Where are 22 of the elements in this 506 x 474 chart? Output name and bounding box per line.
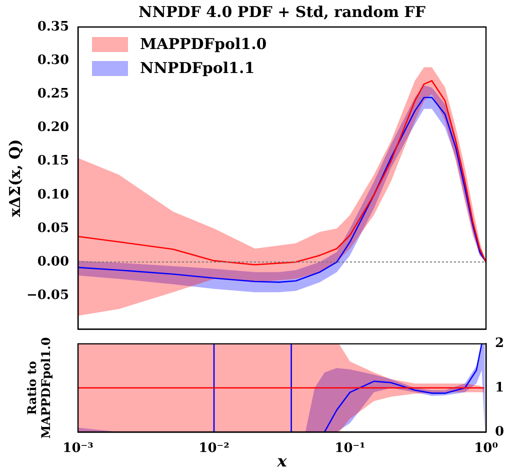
y2-tick-label: 2 [495,336,504,352]
y-axis-title: Ratio to MAPPDFpol1.0 [25,337,54,439]
y-tick-label: 0.00 [37,254,69,270]
y-axis-title: xΔΣ(x, Q) [6,139,24,218]
y-tick-label: −0.05 [26,288,69,303]
legend-label: MAPPDFpol1.0 [140,34,267,53]
x-tick-label: 10⁻³ [62,441,94,456]
y-tick-label: 0.30 [37,52,69,68]
chart-title: NNPDF 4.0 PDF + Std, random FF [138,2,426,21]
y-tick-label: 0.10 [37,187,69,202]
y-tick-label: 0.25 [37,86,69,102]
y-tick-label: 0.05 [37,220,69,236]
x-tick-label: 10⁰ [474,441,498,456]
x-axis-title: x [276,452,288,471]
y-tick-label: 0.35 [37,19,69,34]
y2-tick-label: 1 [495,380,504,396]
legend-label: NNPDFpol1.1 [140,58,255,77]
y2-tick-label: 0 [495,424,504,440]
x-tick-label: 10⁻¹ [334,441,366,456]
x-tick-label: 10⁻² [198,441,230,456]
y-tick-label: 0.20 [37,120,69,136]
y-tick-label: 0.15 [37,154,69,169]
